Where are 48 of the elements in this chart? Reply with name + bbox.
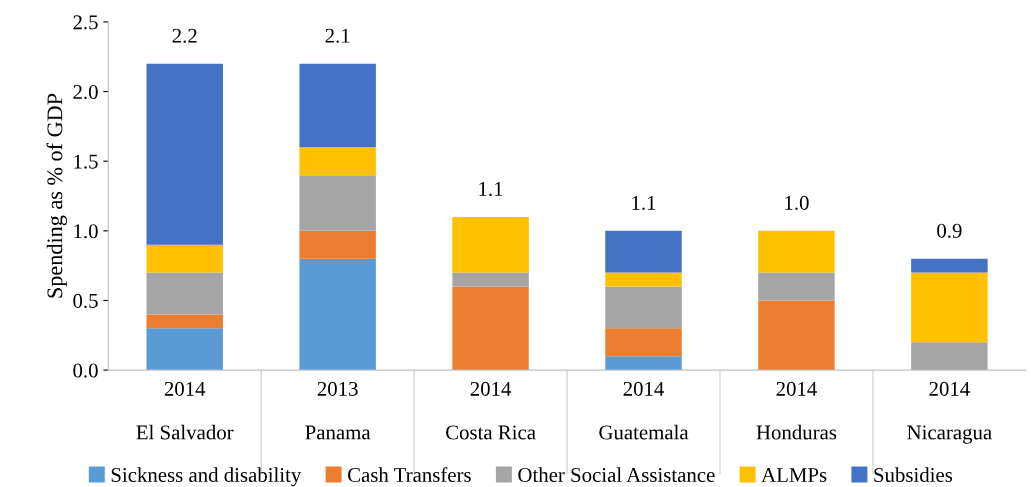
bar — [758, 300, 835, 371]
bar — [605, 328, 682, 357]
bar — [452, 216, 529, 273]
total-label: 1.0 — [785, 195, 809, 210]
bar — [452, 286, 529, 371]
bar — [146, 63, 223, 245]
bar — [605, 286, 682, 329]
total-label: 1.1 — [479, 182, 503, 197]
bar — [299, 147, 376, 176]
category-label: 2014 Honduras — [756, 381, 837, 440]
bar — [911, 342, 988, 371]
category-label: 2014 Costa Rica — [446, 381, 536, 440]
y-tick-label: 0.5 — [73, 293, 98, 308]
bar — [299, 63, 376, 148]
bar — [758, 230, 835, 273]
bar — [299, 175, 376, 231]
bar — [452, 272, 529, 287]
legend-label: Cash Transfers — [347, 467, 471, 482]
y-tick-label: 0.0 — [73, 363, 98, 378]
y-tick-label: 1.5 — [74, 154, 98, 169]
bar — [911, 258, 988, 273]
category-label: 2013 Panama — [305, 381, 371, 440]
total-label: 1.1 — [632, 195, 656, 210]
y-tick-label: 2.5 — [73, 15, 98, 30]
bar — [299, 230, 376, 259]
category-label: 2014 Nicaragua — [907, 381, 992, 444]
bar — [605, 272, 682, 287]
y-tick-label: 1.0 — [74, 224, 98, 239]
bar — [911, 272, 988, 343]
bar — [146, 314, 223, 329]
bar — [146, 272, 223, 315]
total-label: 2.1 — [325, 28, 350, 43]
bar — [299, 258, 376, 371]
y-tick-label: 2.0 — [73, 84, 98, 100]
bar — [605, 230, 682, 273]
legend-label: ALMPs — [761, 468, 827, 482]
bar — [605, 356, 682, 371]
legend-label: Subsidies — [874, 467, 953, 482]
category-label: 2014 El Salvador — [136, 381, 234, 440]
bar — [758, 272, 835, 301]
legend-label: Sickness and disability — [111, 467, 302, 487]
total-label: 0.9 — [937, 223, 962, 238]
bar — [146, 244, 223, 273]
legend-label: Other Social Assistance — [518, 467, 715, 482]
category-label: 2014 Guatemala — [599, 381, 689, 440]
y-axis-title: Spending as % of GDP — [46, 93, 67, 298]
total-label: 2.2 — [172, 28, 197, 43]
bar — [146, 328, 223, 371]
